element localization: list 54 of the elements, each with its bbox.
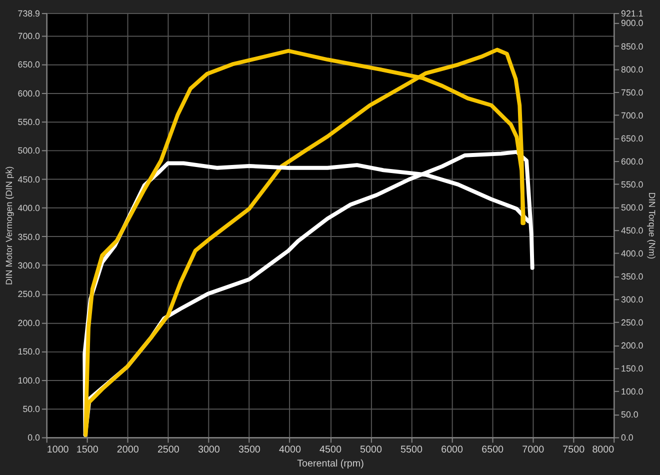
x-tick-label: 6000 <box>441 444 464 456</box>
x-tick-label: 5000 <box>360 444 382 456</box>
x-tick-label: 8000 <box>592 444 615 456</box>
y-tick-label: 450.0 <box>18 174 40 184</box>
y-tick-label: 600.0 <box>18 88 40 98</box>
y2-tick-label: 450.0 <box>621 225 644 236</box>
y-tick-label: 738.9 <box>18 8 40 19</box>
x-axis-title: Toerental (rpm) <box>297 458 364 470</box>
x-tick-label: 7500 <box>562 444 586 456</box>
y-tick-label: 700.0 <box>18 30 40 41</box>
y2-tick-label: 400.0 <box>621 248 644 259</box>
x-tick-label: 7000 <box>522 444 545 456</box>
y2-tick-label: 200.0 <box>621 340 644 351</box>
y2-tick-label: 0.0 <box>621 432 634 443</box>
y-tick-label: 50.0 <box>22 404 40 414</box>
y2-tick-label: 750.0 <box>621 87 644 98</box>
y2-tick-label: 150.0 <box>621 364 644 374</box>
y2-tick-label: 100.0 <box>621 386 644 397</box>
x-tick-label: 1000 <box>46 444 70 456</box>
y-tick-label: 150.0 <box>18 346 40 357</box>
y2-tick-label: 300.0 <box>621 294 644 305</box>
y2-tick-label: 900.0 <box>621 18 644 28</box>
y2-tick-label: 50.0 <box>621 410 638 420</box>
y-tick-label: 650.0 <box>18 60 40 70</box>
y-axis-title: DIN Motor Vermogen (DIN pk) <box>4 166 14 285</box>
y2-tick-label: 921.1 <box>621 8 644 19</box>
y-tick-label: 100.0 <box>18 375 40 386</box>
y2-tick-label: 650.0 <box>621 133 644 144</box>
x-tick-label: 5500 <box>400 444 424 456</box>
y2-tick-label: 800.0 <box>621 64 644 74</box>
y2-axis-title: DIN Torque (Nm) <box>647 192 658 260</box>
y-tick-label: 200.0 <box>18 318 40 328</box>
y-tick-label: 550.0 <box>18 116 40 127</box>
y2-tick-label: 500.0 <box>621 202 644 212</box>
y2-tick-label: 250.0 <box>621 318 644 328</box>
y2-tick-label: 550.0 <box>621 179 644 190</box>
y2-tick-label: 600.0 <box>621 156 644 166</box>
y-tick-label: 250.0 <box>18 289 40 300</box>
x-tick-label: 1500 <box>76 444 99 456</box>
y-tick-label: 350.0 <box>18 232 40 242</box>
y-tick-label: 400.0 <box>18 203 40 214</box>
x-tick-label: 4500 <box>320 444 342 456</box>
y2-tick-label: 350.0 <box>621 272 644 282</box>
x-tick-label: 2500 <box>157 444 180 456</box>
y-tick-label: 500.0 <box>18 146 40 156</box>
x-tick-label: 2000 <box>116 444 140 456</box>
x-tick-label: 4000 <box>279 444 302 456</box>
x-tick-label: 3000 <box>198 444 220 456</box>
y2-tick-label: 700.0 <box>621 110 644 120</box>
y-tick-label: 300.0 <box>18 260 40 270</box>
x-tick-label: 6500 <box>482 444 504 456</box>
y-tick-label: 0.0 <box>28 432 40 443</box>
y2-tick-label: 850.0 <box>621 41 644 52</box>
x-tick-label: 3500 <box>238 444 261 456</box>
